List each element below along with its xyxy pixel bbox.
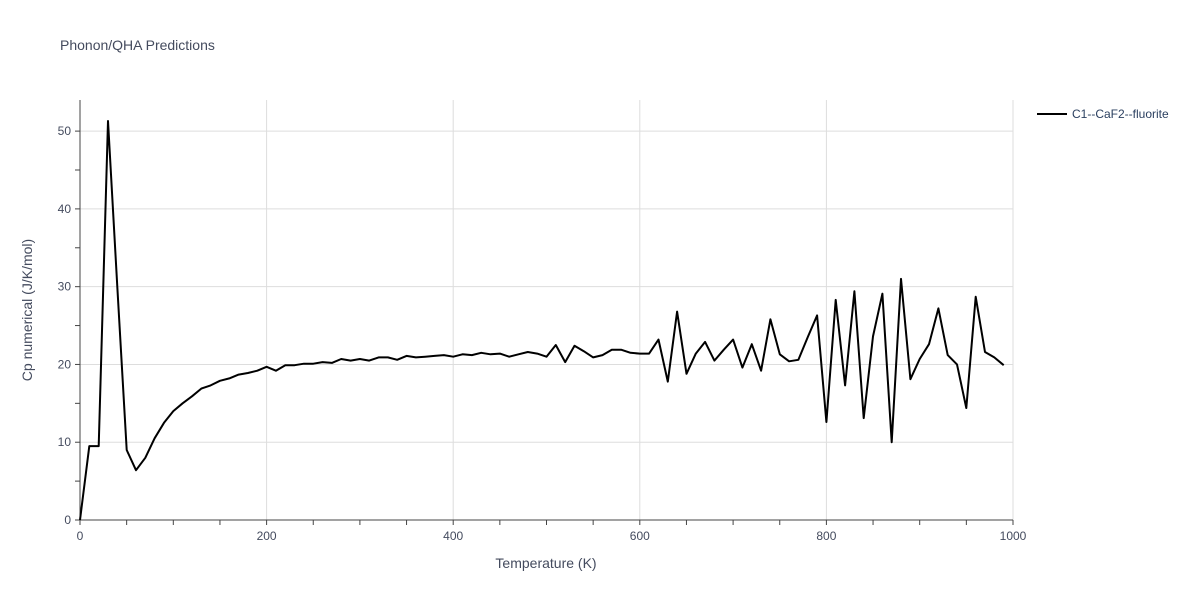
ticks-layer: 0 200 400 600 800 1000 0 10 20 30 40 50: [58, 124, 1027, 543]
axes-layer: [79, 100, 1013, 521]
y-tick-label: 0: [64, 513, 71, 527]
series-layer: [79, 120, 1005, 521]
x-tick-label: 800: [816, 529, 836, 543]
x-axis-label: Temperature (K): [495, 555, 596, 571]
x-tick-label: 600: [630, 529, 650, 543]
y-axis-label: Cp numerical (J/K/mol): [19, 239, 35, 381]
y-tick-label: 20: [58, 357, 72, 371]
grid-layer: [80, 100, 1014, 520]
chart-title: Phonon/QHA Predictions: [60, 37, 215, 53]
series-line: [79, 120, 1005, 521]
legend[interactable]: C1--CaF2--fluorite: [1037, 107, 1169, 121]
legend-label: C1--CaF2--fluorite: [1072, 107, 1169, 121]
x-tick-label: 1000: [1000, 529, 1027, 543]
y-tick-label: 40: [58, 202, 72, 216]
y-tick-label: 10: [58, 435, 72, 449]
x-tick-label: 0: [77, 529, 84, 543]
y-tick-label: 30: [58, 280, 72, 294]
x-tick-label: 400: [443, 529, 463, 543]
x-tick-label: 200: [257, 529, 277, 543]
y-tick-label: 50: [58, 124, 72, 138]
